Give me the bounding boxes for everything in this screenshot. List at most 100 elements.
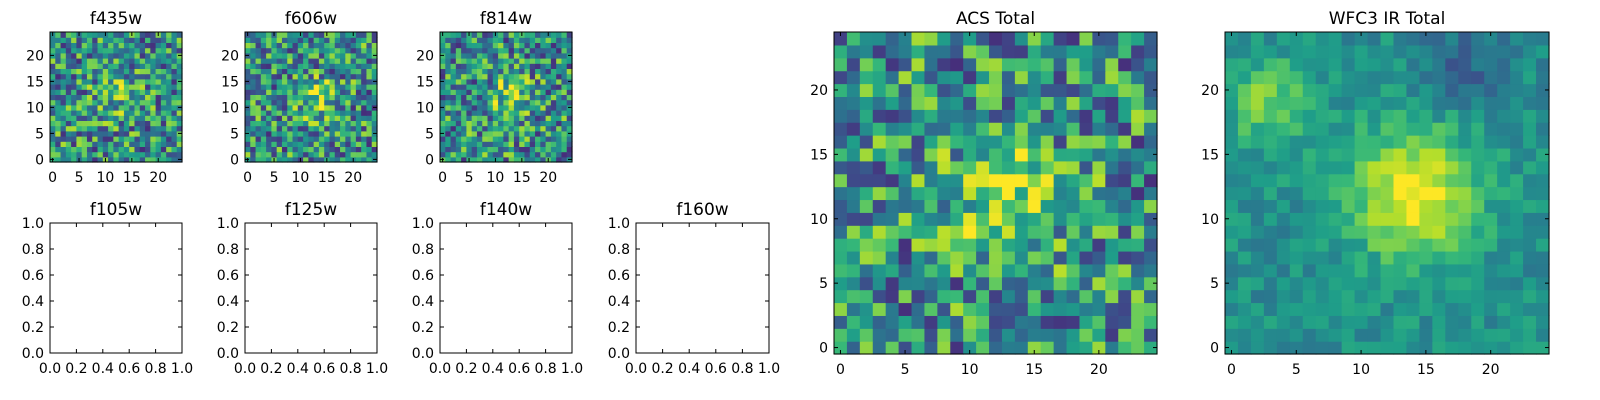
heatmap-cell xyxy=(145,125,151,132)
heatmap-cell xyxy=(134,125,141,132)
heatmap-cell xyxy=(1341,225,1356,239)
heatmap-cell xyxy=(1471,32,1485,46)
heatmap-cell xyxy=(1536,341,1550,355)
heatmap-cell xyxy=(482,136,489,142)
heatmap-cell xyxy=(950,135,964,149)
heatmap-cell xyxy=(1131,199,1145,213)
heatmap-cell xyxy=(55,94,62,101)
heatmap-cell xyxy=(303,94,309,101)
heatmap-cell xyxy=(350,136,357,142)
heatmap-cell xyxy=(250,104,257,111)
heatmap-cell xyxy=(535,89,541,95)
heatmap-cell xyxy=(281,151,288,158)
heatmap-cell xyxy=(65,84,72,90)
heatmap-cell xyxy=(281,89,288,95)
heatmap-cell xyxy=(281,37,288,43)
heatmap-cell xyxy=(318,63,325,69)
heatmap-cell xyxy=(440,42,446,49)
heatmap-cell xyxy=(92,156,99,163)
heatmap-cell xyxy=(1225,70,1239,85)
heatmap-cell xyxy=(287,115,294,121)
heatmap-cell xyxy=(924,315,938,329)
heatmap-cell xyxy=(1302,32,1317,46)
heatmap-cell xyxy=(345,156,352,163)
heatmap-cell xyxy=(898,173,913,188)
heatmap-cell xyxy=(1406,109,1420,123)
heatmap-cell xyxy=(50,89,56,95)
panel-title: f160w xyxy=(676,200,728,220)
heatmap-cell xyxy=(976,109,990,123)
heatmap-cell xyxy=(450,89,457,95)
heatmap-cell xyxy=(297,52,304,59)
heatmap-cell xyxy=(487,37,494,43)
heatmap-cell xyxy=(1225,147,1239,162)
heatmap-cell xyxy=(266,63,272,69)
heatmap-cell xyxy=(1432,160,1446,175)
heatmap-cell xyxy=(1066,238,1081,252)
heatmap-cell xyxy=(566,47,573,54)
heatmap-cell xyxy=(1027,302,1042,316)
heatmap-cell xyxy=(313,104,320,111)
heatmap-cell xyxy=(171,130,178,137)
heatmap-cell xyxy=(313,136,320,142)
heatmap-cell xyxy=(924,328,938,342)
heatmap-cell xyxy=(1225,186,1239,201)
heatmap-cell xyxy=(872,96,887,110)
heatmap-cell xyxy=(476,73,483,80)
heatmap-cell xyxy=(1341,238,1356,252)
heatmap-cell xyxy=(498,78,504,85)
heatmap-cell xyxy=(461,120,467,127)
heatmap-cell xyxy=(71,42,77,49)
y-tick-label: 10 xyxy=(221,100,239,116)
heatmap-cell xyxy=(318,136,325,142)
heatmap-cell xyxy=(1040,199,1055,213)
heatmap-cell xyxy=(482,151,489,158)
heatmap-cell xyxy=(535,47,541,54)
heatmap-cell xyxy=(303,136,309,142)
heatmap-cell xyxy=(1225,238,1239,252)
heatmap-cell xyxy=(1354,135,1369,149)
heatmap-cell xyxy=(102,68,109,75)
heatmap-cell xyxy=(92,84,99,90)
heatmap-cell xyxy=(976,341,990,355)
heatmap-cell xyxy=(1302,276,1317,291)
heatmap-cell xyxy=(355,58,362,64)
heatmap-cell xyxy=(123,42,130,49)
heatmap-cell xyxy=(885,302,900,316)
heatmap-cell xyxy=(55,151,62,158)
heatmap-cell xyxy=(155,84,162,90)
heatmap-cell xyxy=(308,78,315,85)
heatmap-cell xyxy=(113,84,120,90)
heatmap-cell xyxy=(76,37,83,43)
heatmap-cell xyxy=(1510,225,1524,239)
heatmap-cell xyxy=(1144,250,1158,265)
heatmap-cell xyxy=(834,32,848,46)
heatmap-cell xyxy=(324,94,331,101)
heatmap-cell xyxy=(482,32,489,38)
heatmap-cell xyxy=(1406,44,1420,59)
heatmap-cell xyxy=(313,52,320,59)
heatmap-cell xyxy=(150,32,157,38)
heatmap-cell xyxy=(566,141,573,147)
heatmap-cell xyxy=(155,99,162,106)
heatmap-cell xyxy=(846,276,861,291)
heatmap-cell xyxy=(1118,135,1132,149)
x-tick-label: 20 xyxy=(1482,362,1500,378)
heatmap-cell xyxy=(118,78,125,85)
heatmap-cell xyxy=(55,104,62,111)
heatmap-cell xyxy=(566,68,573,75)
heatmap-cell xyxy=(266,125,272,132)
heatmap-cell xyxy=(550,68,557,75)
heatmap-cell xyxy=(350,42,357,49)
heatmap-cell xyxy=(345,94,352,101)
heatmap-cell xyxy=(989,341,1003,355)
heatmap-cell xyxy=(1315,199,1330,213)
heatmap-cell xyxy=(1471,44,1485,59)
heatmap-cell xyxy=(1092,302,1106,316)
heatmap-cell xyxy=(471,68,478,75)
heatmap-cell xyxy=(1001,160,1016,175)
heatmap-cell xyxy=(313,73,320,80)
heatmap-cell xyxy=(1419,302,1433,316)
heatmap-cell xyxy=(1250,225,1265,239)
heatmap-cell xyxy=(255,68,262,75)
